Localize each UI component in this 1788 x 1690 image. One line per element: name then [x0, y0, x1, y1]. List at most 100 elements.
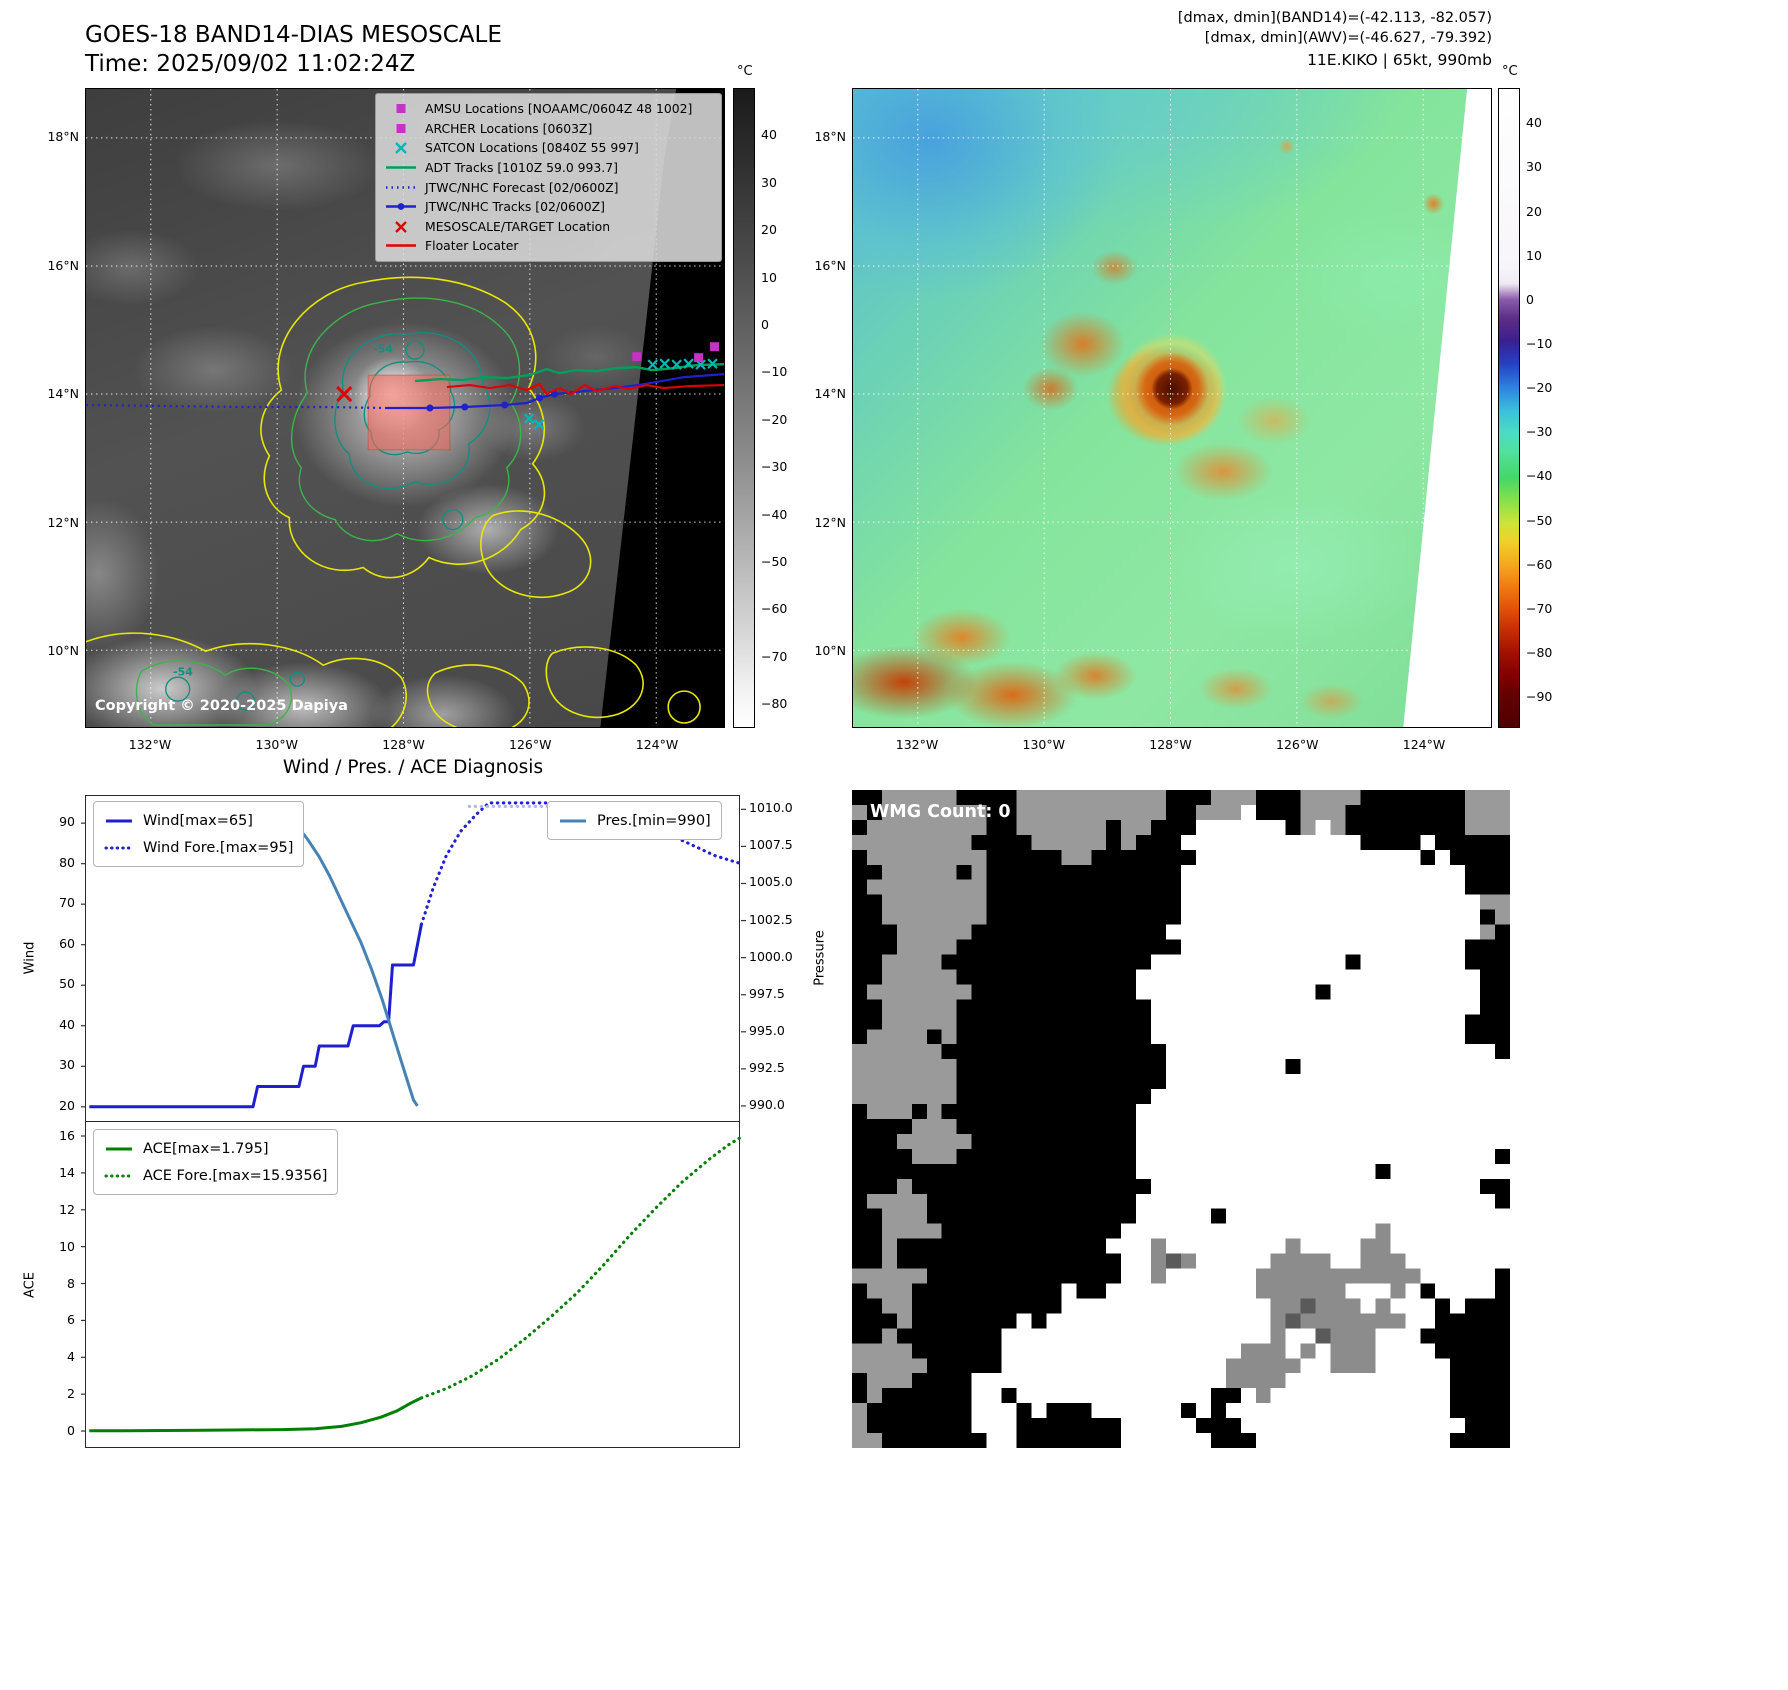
pressure-ytick-label: 1005.0 — [749, 874, 793, 890]
band14-colorbar-tick: 0 — [761, 317, 769, 333]
legend-label: Wind[max=65] — [143, 812, 253, 829]
band14-colorbar-tick: −30 — [761, 459, 788, 475]
band14-colorbar — [733, 88, 755, 728]
map-legend: AMSU Locations [NOAAMC/0604Z 48 1002] ARC… — [375, 93, 722, 262]
map-legend-label: Floater Locater — [425, 238, 519, 254]
legend-label: Wind Fore.[max=95] — [143, 839, 294, 856]
band14-lat-label: 14°N — [47, 386, 79, 401]
contour-value-label: -54 — [373, 342, 393, 356]
series-line — [281, 811, 419, 1107]
map-legend-label: ADT Tracks [1010Z 59.0 993.7] — [425, 160, 618, 176]
cold-cloud-contours-yellow — [86, 276, 701, 727]
legend-item: Wind Fore.[max=95] — [104, 834, 293, 861]
awv-colorbar-tick: −20 — [1526, 380, 1553, 396]
ace-ytick-label: 14 — [59, 1164, 75, 1180]
awv-colorbar-tick: 30 — [1526, 159, 1542, 175]
cold-cloud-contours-green — [135, 297, 522, 726]
copyright-text: Copyright © 2020-2025 Dapiya — [95, 698, 348, 714]
awv-lon-label: 132°W — [895, 737, 939, 752]
band14-map-panel: AMSU Locations [NOAAMC/0604Z 48 1002] ARC… — [85, 88, 725, 728]
band14-colorbar-tick: 20 — [761, 222, 777, 238]
pressure-ytick-label: 1007.5 — [749, 837, 793, 853]
band14-lon-label: 126°W — [509, 737, 552, 752]
pressure-axis-label: Pressure — [812, 930, 828, 986]
awv-lon-label: 124°W — [1402, 737, 1446, 752]
awv-colorbar-tick: −40 — [1526, 468, 1553, 484]
wind-ytick-label: 70 — [59, 895, 75, 911]
band14-lat-label: 18°N — [47, 129, 79, 144]
page-title: GOES-18 BAND14-DIAS MESOSCALE — [85, 22, 502, 48]
band14-colorbar-tick: −60 — [761, 601, 788, 617]
pressure-ytick-label: 992.5 — [749, 1059, 785, 1075]
series-line — [89, 924, 423, 1109]
awv-lat-label: 10°N — [814, 643, 846, 658]
dotted-marker-icon — [386, 185, 416, 189]
pressure-ytick-label: 995.0 — [749, 1022, 785, 1038]
wind-ytick-label: 20 — [59, 1097, 75, 1113]
pressure-legend: Pres.[min=990] — [547, 801, 722, 840]
adt-track — [414, 362, 724, 383]
awv-lat-label: 12°N — [814, 514, 846, 530]
map-legend-item: JTWC/NHC Forecast [02/0600Z] — [384, 177, 713, 197]
ace-ytick-label: 0 — [67, 1423, 75, 1439]
legend-item: ACE[max=1.795] — [104, 1135, 327, 1162]
band14-colorbar-tick: −50 — [761, 554, 788, 570]
awv-colorbar-tick: 40 — [1526, 115, 1542, 131]
band14-lat-label: 10°N — [47, 643, 79, 658]
jtwc-track-points — [426, 390, 559, 412]
series-line — [419, 1135, 743, 1400]
awv-lon-label: 130°W — [1022, 737, 1065, 752]
floater-track — [446, 382, 724, 396]
square-marker-icon — [396, 104, 406, 114]
jtwc-forecast-track — [86, 403, 386, 410]
awv-lon-label: 126°W — [1276, 737, 1319, 752]
pressure-ytick-label: 997.5 — [749, 985, 785, 1001]
satcon-x-markers — [523, 358, 718, 430]
band14-colorbar-tick: 40 — [761, 127, 777, 143]
ace-ytick-label: 12 — [59, 1201, 75, 1217]
color-satellite-image — [853, 89, 1491, 727]
band14-lon-label: 128°W — [382, 737, 425, 752]
mesoscale-target-box — [367, 374, 451, 451]
awv-lat-label: 16°N — [814, 257, 846, 273]
map-legend-item: ARCHER Locations [0603Z] — [384, 119, 713, 139]
diagnosis-title: Wind / Pres. / ACE Diagnosis — [282, 757, 544, 778]
awv-colorbar-tick: −90 — [1526, 689, 1553, 705]
legend-item: ACE Fore.[max=15.9356] — [104, 1162, 327, 1189]
legend-label: ACE[max=1.795] — [143, 1140, 269, 1157]
legend-label: Pres.[min=990] — [597, 812, 711, 829]
wmg-mask-image — [852, 790, 1510, 1448]
band14-colorbar-tick: −10 — [761, 364, 788, 380]
band14-lon-label: 130°W — [255, 737, 298, 752]
awv-colorbar-tick: 10 — [1526, 247, 1542, 263]
colorbar-unit: °C — [737, 64, 753, 79]
band14-colorbar-tick: 10 — [761, 269, 777, 285]
pressure-ytick-label: 1002.5 — [749, 911, 793, 927]
color-ir-map-panel — [852, 88, 1492, 728]
line-marker-icon — [386, 244, 416, 248]
ace-ytick-label: 4 — [67, 1349, 75, 1365]
awv-lat-label: 18°N — [814, 129, 846, 144]
wind-ytick-label: 80 — [59, 854, 75, 870]
map-legend-item: Floater Locater — [384, 236, 713, 256]
pressure-ytick-label: 1010.0 — [749, 800, 793, 816]
ace-ytick-label: 8 — [67, 1275, 75, 1291]
map-legend-label: SATCON Locations [0840Z 55 997] — [425, 140, 639, 156]
awv-colorbar-tick: −10 — [1526, 336, 1553, 351]
x-marker-icon — [395, 221, 407, 233]
pressure-line-sample — [560, 819, 586, 822]
awv-lat-label: 14°N — [814, 386, 846, 401]
awv-colorbar-tick: 0 — [1526, 291, 1534, 307]
x-marker-icon — [395, 142, 407, 155]
colorbar-unit: °C — [1502, 64, 1518, 79]
wind-line-sample — [106, 819, 132, 822]
pressure-ytick-label: 990.0 — [749, 1096, 785, 1112]
map-legend-label: MESOSCALE/TARGET Location — [425, 218, 611, 234]
legend-item: Wind[max=65] — [104, 807, 293, 834]
wind-ytick-label: 60 — [59, 935, 75, 951]
map-legend-item: ADT Tracks [1010Z 59.0 993.7] — [384, 158, 713, 178]
ace-ytick-label: 6 — [67, 1312, 75, 1328]
band14-colorbar-tick: 30 — [761, 174, 777, 190]
map-legend-item: SATCON Locations [0840Z 55 997] — [384, 138, 713, 158]
jtwc-past-track — [385, 373, 724, 410]
